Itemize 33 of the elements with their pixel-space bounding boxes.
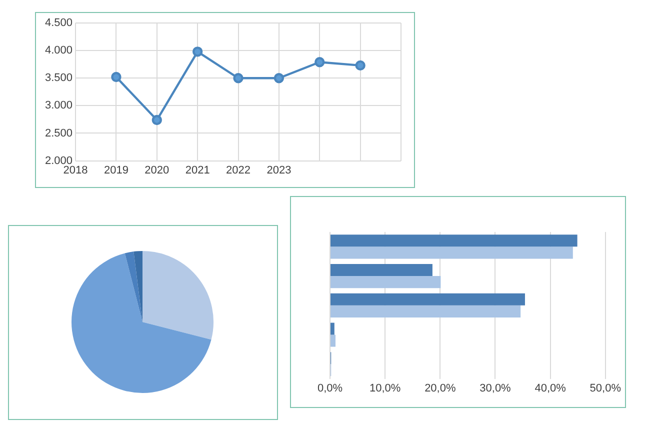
y-tick-label: 3.500 — [44, 72, 73, 84]
point — [274, 73, 284, 84]
y-tick-label: 4.500 — [44, 17, 73, 30]
x-tick-label: 20,0% — [424, 382, 456, 394]
bar — [330, 334, 336, 347]
x-tick-label: 40,0% — [534, 382, 566, 394]
bar — [330, 322, 334, 335]
point — [192, 46, 203, 57]
bar — [330, 293, 525, 306]
bar — [330, 305, 521, 318]
x-tick-label: 2018 — [63, 164, 88, 176]
bar — [330, 246, 573, 259]
point — [355, 60, 366, 71]
x-tick-label: 10,0% — [369, 382, 401, 394]
y-tick-label: 3.000 — [44, 100, 73, 112]
x-tick-label: 2023 — [266, 164, 292, 176]
point — [233, 73, 244, 84]
y-tick-label: 4.000 — [44, 44, 73, 57]
y-tick-label: 2.500 — [44, 127, 73, 140]
x-tick-label: 0,0% — [317, 382, 343, 394]
bar — [330, 234, 578, 247]
x-tick-label: 2021 — [185, 164, 210, 176]
bar — [330, 264, 432, 276]
x-tick-label: 2019 — [104, 164, 128, 176]
point — [111, 72, 122, 82]
point — [152, 114, 162, 126]
x-tick-label: 30,0% — [480, 382, 512, 394]
x-tick-label: 50,0% — [590, 382, 622, 394]
point — [314, 57, 325, 68]
x-tick-label: 2022 — [226, 164, 251, 176]
bar — [330, 276, 441, 288]
y-tick-label: 2.000 — [44, 154, 73, 167]
x-tick-label: 2020 — [144, 164, 170, 176]
